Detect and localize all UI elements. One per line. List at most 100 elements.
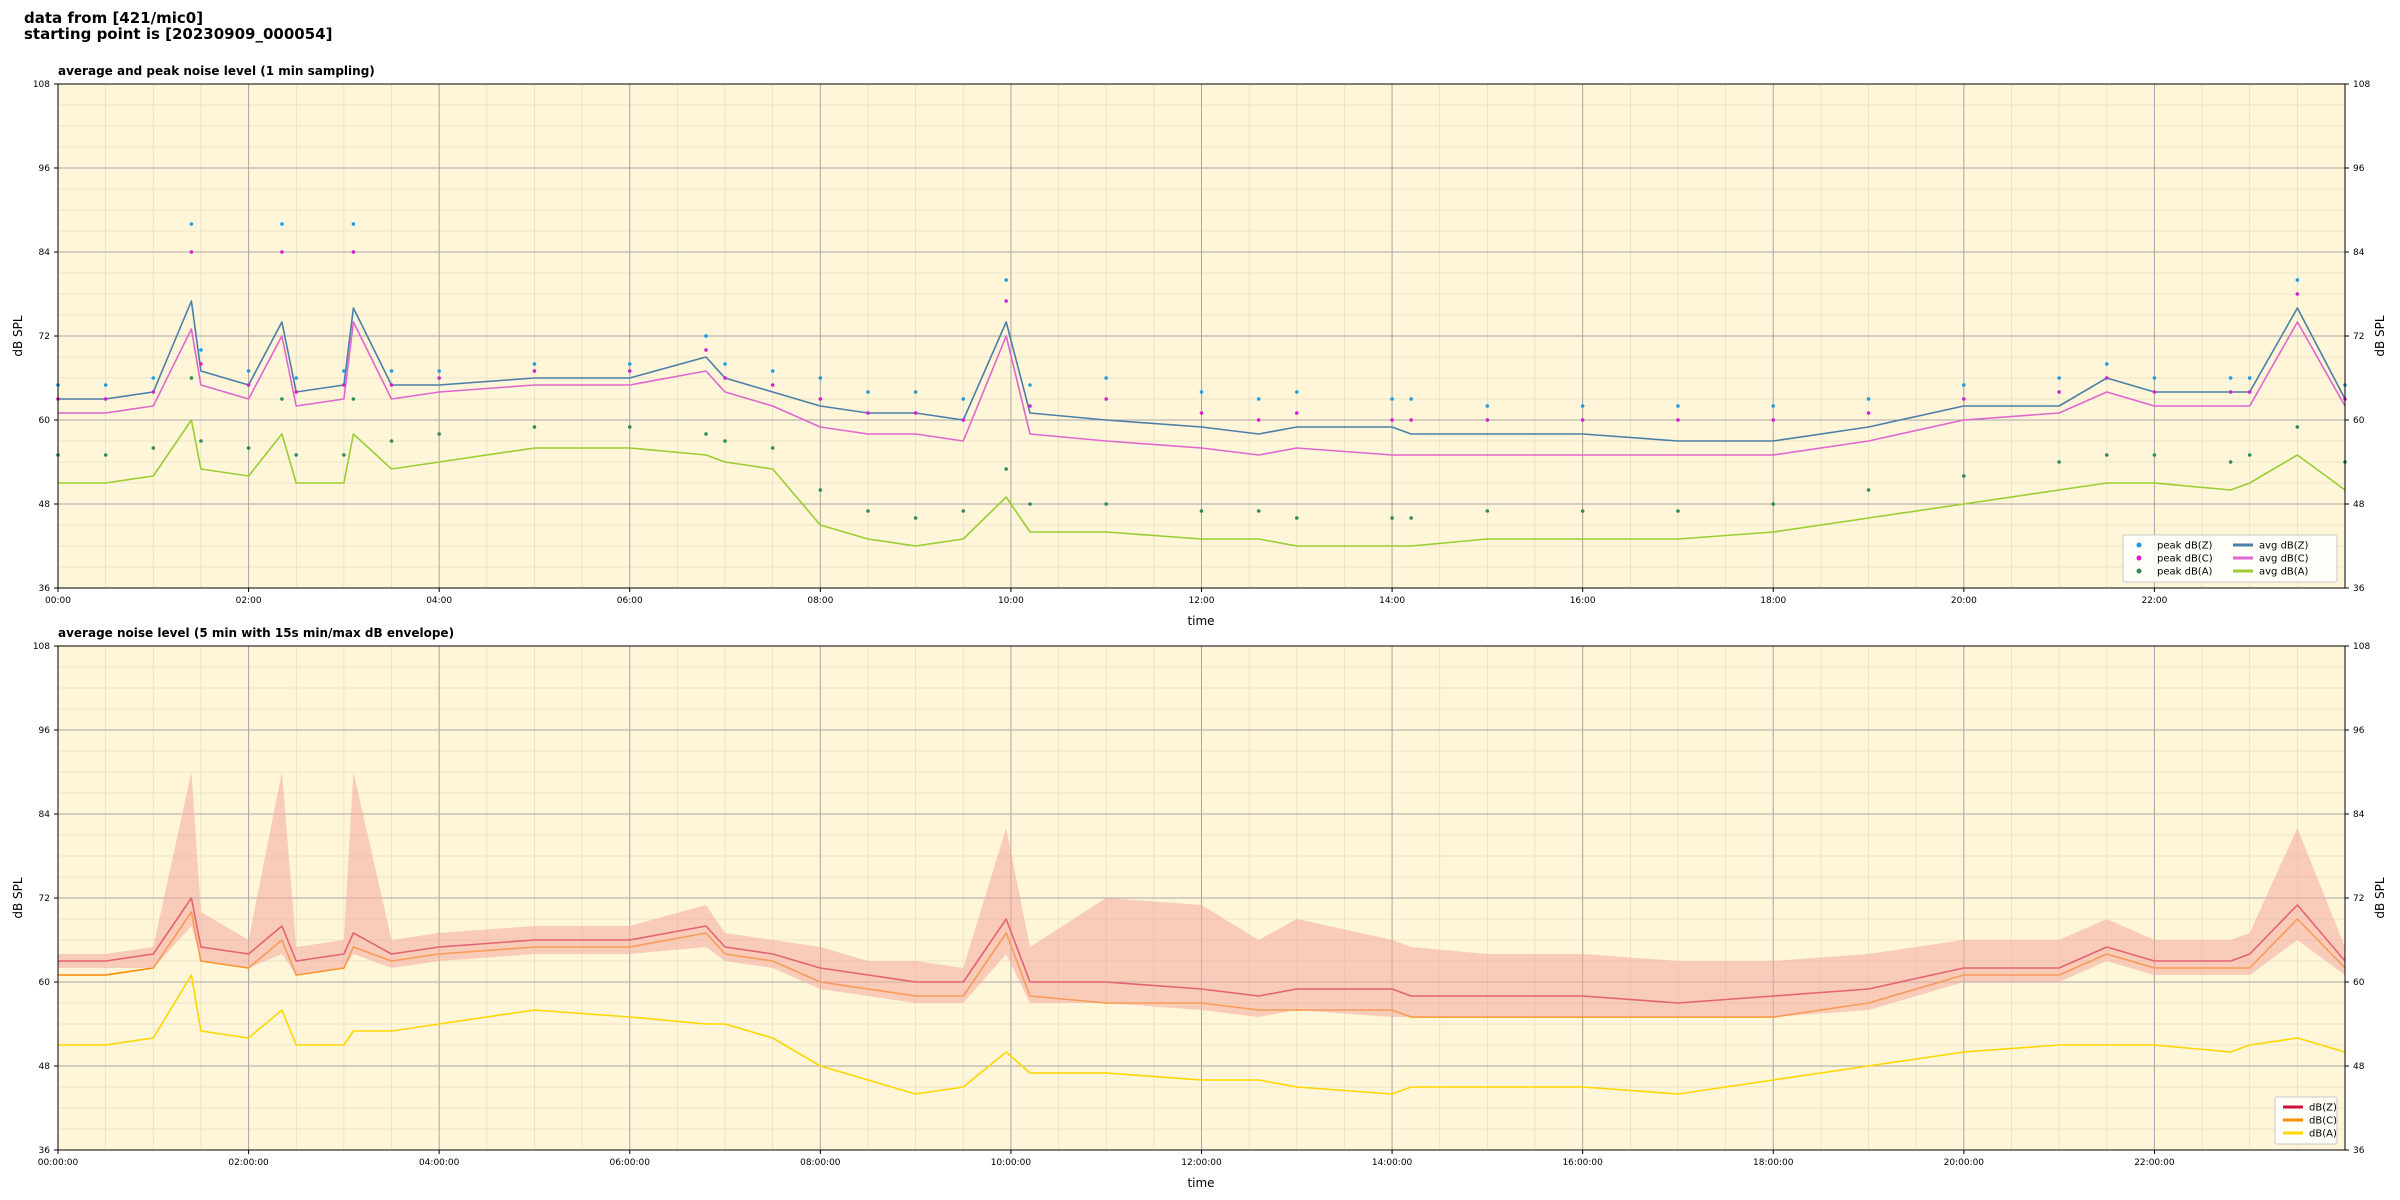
- top-chart-point-peak-db-a: [1004, 467, 1008, 471]
- bottom-chart-x-tick-label: 20:00:00: [1944, 1158, 1985, 1168]
- bottom-chart-legend-label-db-a: dB(A): [2309, 1129, 2337, 1140]
- top-chart-point-peak-db-a: [2295, 425, 2300, 429]
- bottom-chart-legend-label-db-c: dB(C): [2309, 1116, 2337, 1127]
- bottom-chart-x-tick-label: 14:00:00: [1372, 1158, 1413, 1168]
- top-chart-point-peak-db-c: [280, 250, 284, 254]
- top-chart-point-peak-db-a: [866, 509, 870, 513]
- top-chart-point-peak-db-z: [1866, 397, 1871, 401]
- top-chart-legend-label-peak-db-a: peak dB(A): [2157, 567, 2213, 578]
- bottom-chart-y-axis-label-left: dB SPL: [11, 877, 25, 919]
- bottom-chart-minmax-envelope: [58, 772, 2345, 1017]
- top-chart-point-peak-db-a: [151, 446, 156, 450]
- bottom-chart-y-tick-label-left: 84: [39, 810, 51, 820]
- top-chart-point-peak-db-c: [2247, 390, 2252, 394]
- bottom-chart-x-tick-label: 02:00:00: [228, 1158, 269, 1168]
- top-chart-y-tick-label-right: 36: [2353, 584, 2365, 594]
- top-chart-series-line-avg-db-c: [58, 321, 2346, 456]
- bottom-chart-y-tick-label-left: 96: [39, 726, 51, 736]
- data-source-line: data from [421/mic0]: [24, 9, 204, 27]
- top-chart-series-line-avg-db-z: [58, 300, 2346, 442]
- top-chart-point-peak-db-c: [627, 369, 632, 373]
- top-chart-point-peak-db-z: [627, 362, 632, 366]
- top-chart-point-peak-db-c: [351, 250, 356, 254]
- top-chart-point-peak-db-a: [342, 453, 346, 457]
- top-chart-point-peak-db-z: [1409, 397, 1413, 401]
- top-chart-point-peak-db-c: [1485, 418, 1490, 422]
- top-chart-point-peak-db-c: [246, 383, 251, 387]
- top-chart-point-peak-db-z: [1104, 376, 1109, 380]
- top-chart-point-peak-db-z: [342, 369, 346, 373]
- top-chart-x-tick-label: 14:00: [1379, 596, 1405, 606]
- figure-header: data from [421/mic0] starting point is […: [24, 10, 332, 42]
- top-chart-y-tick-label-left: 72: [39, 332, 50, 342]
- top-chart-x-tick-label: 18:00: [1760, 596, 1786, 606]
- top-chart-point-peak-db-z: [280, 222, 284, 226]
- top-chart-y-tick-label-right: 60: [2353, 416, 2365, 426]
- top-chart-point-peak-db-c: [1004, 299, 1008, 303]
- top-chart-legend-label-avg-db-z: avg dB(Z): [2259, 541, 2309, 552]
- top-chart-point-peak-db-z: [704, 334, 708, 338]
- bottom-chart-series-line-db-a: [58, 974, 2346, 1095]
- top-chart-point-peak-db-a: [1104, 502, 1109, 506]
- top-chart-legend-marker-peak-db-c: [2136, 555, 2142, 561]
- top-chart-point-peak-db-a: [189, 376, 194, 380]
- top-chart-legend-marker-peak-db-z: [2136, 542, 2142, 548]
- bottom-chart-y-tick-label-left: 108: [33, 642, 50, 652]
- bottom-chart-y-tick-label-right: 108: [2353, 642, 2370, 652]
- top-chart-legend-marker-peak-db-a: [2136, 568, 2142, 574]
- top-chart-legend-box: [2122, 534, 2338, 583]
- bottom-chart-y-tick-label-right: 36: [2353, 1146, 2365, 1156]
- top-chart-point-peak-db-z: [1771, 404, 1776, 408]
- bottom-chart-y-axis-label-right: dB SPL: [2373, 877, 2387, 919]
- top-chart-y-tick-label-right: 96: [2353, 164, 2365, 174]
- top-chart-point-peak-db-c: [1771, 418, 1776, 422]
- top-chart-point-peak-db-z: [2247, 376, 2252, 380]
- top-chart-point-peak-db-z: [103, 383, 108, 387]
- bottom-chart-y-tick-label-right: 84: [2353, 810, 2365, 820]
- top-chart-point-peak-db-c: [1256, 418, 1261, 422]
- bottom-chart-x-tick-label: 00:00:00: [38, 1158, 79, 1168]
- top-chart-point-peak-db-a: [704, 432, 708, 436]
- top-chart-point-peak-db-z: [866, 390, 870, 394]
- top-chart-point-peak-db-c: [723, 376, 727, 380]
- starting-point-line: starting point is [20230909_000054]: [24, 25, 333, 43]
- top-chart-point-peak-db-c: [2228, 390, 2233, 394]
- top-chart-y-tick-label-right: 48: [2353, 500, 2365, 510]
- top-chart-point-peak-db-z: [437, 369, 441, 373]
- top-chart-point-peak-db-a: [2104, 453, 2109, 457]
- top-chart-point-peak-db-a: [246, 446, 251, 450]
- top-chart-point-peak-db-z: [532, 362, 537, 366]
- top-chart-point-peak-db-z: [2057, 376, 2061, 380]
- top-chart-y-axis-label-right: dB SPL: [2373, 315, 2387, 357]
- top-chart-point-peak-db-c: [961, 418, 966, 422]
- top-chart-point-peak-db-c: [189, 250, 194, 254]
- top-chart-point-peak-db-a: [1962, 474, 1966, 478]
- top-chart-y-tick-label-left: 108: [33, 80, 50, 90]
- top-chart-y-tick-label-left: 60: [39, 416, 51, 426]
- top-chart-x-axis-label: time: [1187, 614, 1214, 628]
- top-chart-point-peak-db-a: [1485, 509, 1490, 513]
- top-chart-point-peak-db-c: [532, 369, 537, 373]
- top-chart-point-peak-db-a: [199, 439, 203, 443]
- top-chart-x-tick-label: 06:00: [617, 596, 643, 606]
- top-chart-point-peak-db-z: [1676, 404, 1680, 408]
- top-chart-point-peak-db-z: [2228, 376, 2233, 380]
- top-chart-y-tick-label-left: 48: [39, 500, 51, 510]
- bottom-chart-x-tick-label: 18:00:00: [1753, 1158, 1794, 1168]
- top-chart-point-peak-db-c: [1580, 418, 1585, 422]
- bottom-chart-x-tick-label: 06:00:00: [610, 1158, 651, 1168]
- top-chart-point-peak-db-a: [1580, 509, 1585, 513]
- top-chart-y-axis-label-left: dB SPL: [11, 315, 25, 357]
- top-chart-series-line-avg-db-a: [58, 419, 2346, 547]
- top-chart-point-peak-db-c: [2295, 292, 2300, 296]
- top-chart-point-peak-db-c: [1028, 404, 1032, 408]
- bottom-chart-legend: dB(Z) dB(C) dB(A): [2274, 1096, 2338, 1145]
- top-chart-point-peak-db-z: [1962, 383, 1966, 387]
- top-chart-point-peak-db-c: [704, 348, 708, 352]
- top-chart-x-tick-label: 00:00: [45, 596, 71, 606]
- top-chart-y-tick-label-right: 84: [2353, 248, 2365, 258]
- bottom-chart-y-tick-label-right: 96: [2353, 726, 2365, 736]
- top-chart-point-peak-db-z: [1485, 404, 1490, 408]
- top-chart-x-tick-label: 08:00: [807, 596, 833, 606]
